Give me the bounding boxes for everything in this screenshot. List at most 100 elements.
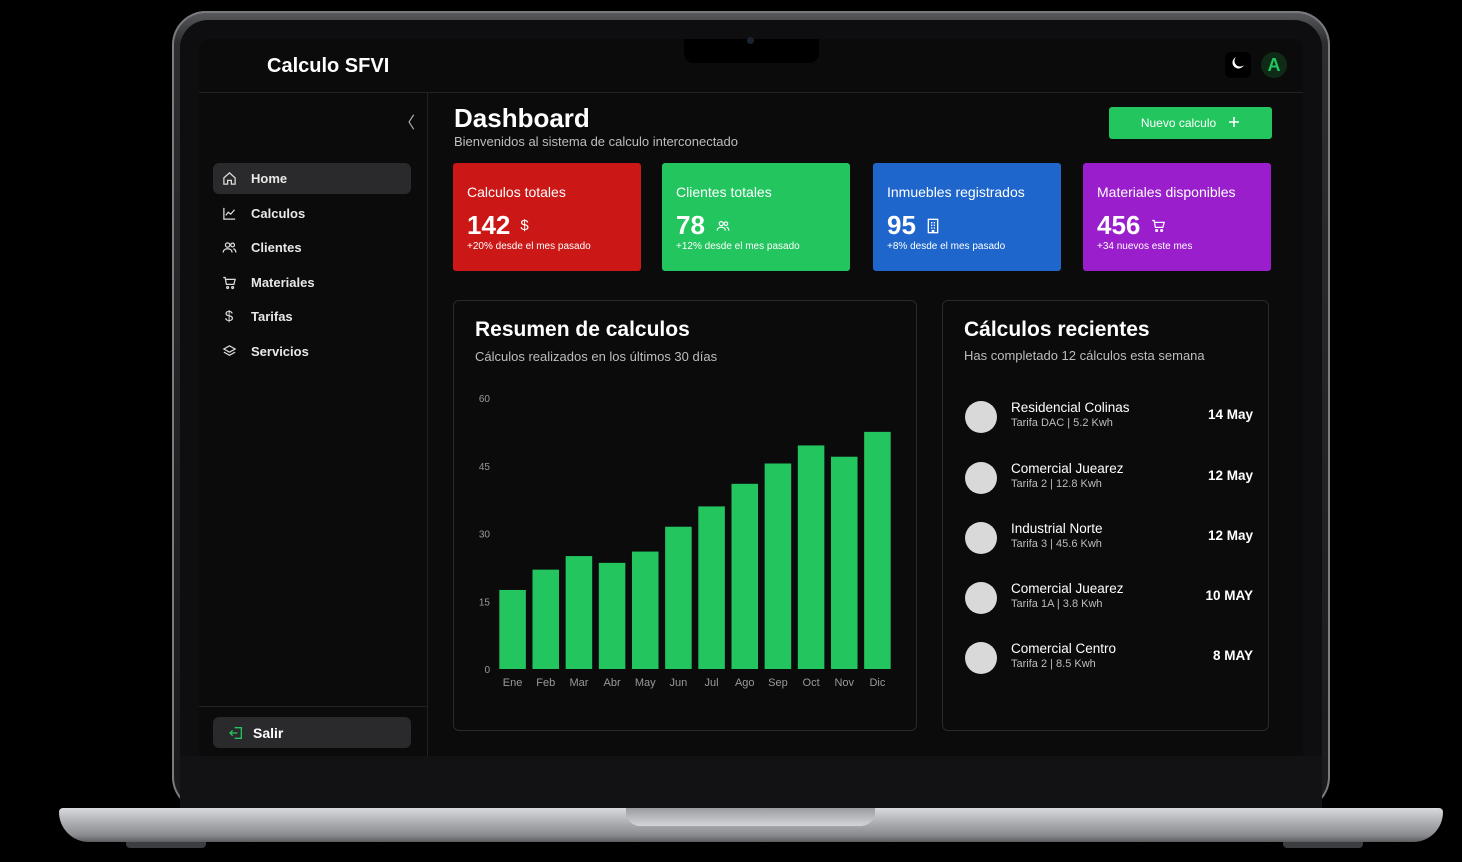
x-tick-label: Nov xyxy=(834,677,854,689)
users-icon xyxy=(221,240,237,256)
sidebar: 〈 Home Calculos Clientes xyxy=(199,93,428,756)
stat-card-calculos[interactable]: Calculos totales 142 $ +20% desde el mes… xyxy=(453,163,641,271)
logout-icon xyxy=(227,725,245,741)
top-bar: Calculo SFVI A xyxy=(199,39,1303,93)
recent-item-detail: Tarifa DAC | 5.2 Kwh xyxy=(1011,417,1113,429)
x-tick-label: Mar xyxy=(569,677,588,689)
theme-toggle-button[interactable] xyxy=(1225,52,1251,78)
chart-bar[interactable] xyxy=(565,556,593,669)
summary-card: Resumen de calculos Cálculos realizados … xyxy=(453,300,917,731)
cart-icon xyxy=(221,274,237,290)
stat-subtext: +20% desde el mes pasado xyxy=(467,241,591,252)
recent-item[interactable]: Residencial Colinas Tarifa DAC | 5.2 Kwh… xyxy=(965,397,1253,437)
recent-item-name: Residencial Colinas xyxy=(1011,400,1130,415)
main-content: Dashboard Bienvenidos al sistema de calc… xyxy=(428,93,1303,756)
x-tick-label: Feb xyxy=(536,677,555,689)
recent-item-avatar xyxy=(965,401,997,433)
stat-title: Calculos totales xyxy=(467,184,566,200)
app-title: Calculo SFVI xyxy=(267,55,390,77)
chart-bar[interactable] xyxy=(532,569,560,669)
chart-bar[interactable] xyxy=(797,445,825,669)
stat-title: Clientes totales xyxy=(676,184,772,200)
sidebar-footer: Salir xyxy=(199,706,427,748)
recent-item-name: Comercial Juearez xyxy=(1011,461,1124,476)
chart-bar[interactable] xyxy=(631,551,659,669)
x-tick-label: Ene xyxy=(503,677,523,689)
y-tick-label: 30 xyxy=(479,530,491,541)
home-icon xyxy=(221,171,237,187)
sidebar-item-label: Servicios xyxy=(251,343,309,359)
stat-title: Materiales disponibles xyxy=(1097,184,1236,200)
recent-item[interactable]: Comercial Juearez Tarifa 2 | 12.8 Kwh 12… xyxy=(965,458,1253,498)
sidebar-item-label: Materiales xyxy=(251,274,315,290)
stat-card-inmuebles[interactable]: Inmuebles registrados 95 +8% desde el me… xyxy=(873,163,1061,271)
x-tick-label: Sep xyxy=(768,677,788,689)
recent-item[interactable]: Comercial Juearez Tarifa 1A | 3.8 Kwh 10… xyxy=(965,578,1253,618)
plus-icon xyxy=(1228,116,1240,131)
recent-item-date: 12 May xyxy=(1207,528,1253,543)
recent-item-name: Comercial Centro xyxy=(1011,641,1117,656)
chart-line-icon xyxy=(221,205,237,221)
summary-subtitle: Cálculos realizados en los últimos 30 dí… xyxy=(475,349,718,364)
chart-bar[interactable] xyxy=(698,506,725,669)
stat-value: 456 xyxy=(1097,210,1141,240)
sidebar-item-servicios[interactable]: Servicios xyxy=(213,336,411,367)
logout-button[interactable]: Salir xyxy=(213,717,411,748)
recent-item[interactable]: Industrial Norte Tarifa 3 | 45.6 Kwh 12 … xyxy=(965,518,1253,558)
new-calculation-label: Nuevo calculo xyxy=(1140,116,1217,130)
y-tick-label: 60 xyxy=(479,394,491,405)
chart-bar[interactable] xyxy=(731,483,759,669)
recent-item-detail: Tarifa 1A | 3.8 Kwh xyxy=(1011,598,1103,610)
chart-bar[interactable] xyxy=(764,463,792,669)
stat-value-row: 142 $ xyxy=(467,210,529,241)
stat-value-row: 456 xyxy=(1097,210,1167,241)
laptop-foot-right xyxy=(1283,842,1363,848)
sidebar-item-clientes[interactable]: Clientes xyxy=(213,232,411,263)
recent-item-date: 10 MAY xyxy=(1205,588,1253,603)
chart-bar[interactable] xyxy=(665,526,692,669)
stat-card-materiales[interactable]: Materiales disponibles 456 +34 nuevos es… xyxy=(1083,163,1271,271)
sidebar-item-calculos[interactable]: Calculos xyxy=(213,198,411,229)
chart-bar[interactable] xyxy=(598,562,626,669)
new-calculation-button[interactable]: Nuevo calculo xyxy=(1109,107,1272,139)
chart-bar[interactable] xyxy=(499,589,526,669)
recent-title: Cálculos recientes xyxy=(964,318,1150,341)
sidebar-item-tarifas[interactable]: $ Tarifas xyxy=(213,301,411,332)
x-tick-label: May xyxy=(635,677,656,689)
x-tick-label: Jun xyxy=(670,677,688,689)
layers-icon xyxy=(221,343,237,359)
user-avatar[interactable]: A xyxy=(1261,52,1287,78)
stat-value: 95 xyxy=(887,210,916,240)
stat-value-row: 78 xyxy=(676,210,731,241)
x-tick-label: Oct xyxy=(803,677,820,689)
recent-item-name: Comercial Juearez xyxy=(1011,581,1124,596)
stat-value-row: 95 xyxy=(887,210,940,241)
sidebar-item-materiales[interactable]: Materiales xyxy=(213,267,411,298)
laptop-chin xyxy=(180,756,1322,810)
recent-item-detail: Tarifa 2 | 12.8 Kwh xyxy=(1011,478,1102,490)
collapse-sidebar-icon[interactable]: 〈 xyxy=(399,115,416,132)
building-icon xyxy=(926,218,940,234)
sidebar-nav: Home Calculos Clientes Materiales xyxy=(213,163,411,370)
chart-bar[interactable] xyxy=(830,456,858,669)
top-actions: A xyxy=(1225,52,1287,78)
recent-item-avatar xyxy=(965,582,997,614)
laptop-foot-left xyxy=(126,842,206,848)
x-tick-label: Jul xyxy=(705,677,719,689)
x-tick-label: Ago xyxy=(735,677,755,689)
stat-value: 78 xyxy=(676,210,705,240)
cart-icon xyxy=(1150,218,1167,233)
stat-subtext: +12% desde el mes pasado xyxy=(676,241,800,252)
summary-title: Resumen de calculos xyxy=(475,318,690,341)
dollar-icon: $ xyxy=(224,308,234,325)
sidebar-item-label: Tarifas xyxy=(251,309,293,324)
moon-icon xyxy=(1229,54,1247,77)
recent-item[interactable]: Comercial Centro Tarifa 2 | 8.5 Kwh 8 MA… xyxy=(965,638,1253,678)
x-tick-label: Abr xyxy=(604,677,621,689)
sidebar-item-home[interactable]: Home xyxy=(213,163,411,194)
recent-item-detail: Tarifa 3 | 45.6 Kwh xyxy=(1011,538,1102,550)
stat-card-clientes[interactable]: Clientes totales 78 +12% desde el mes pa… xyxy=(662,163,850,271)
chart-bar[interactable] xyxy=(864,431,891,669)
recent-item-date: 12 May xyxy=(1207,468,1253,483)
dollar-icon: $ xyxy=(520,217,529,234)
